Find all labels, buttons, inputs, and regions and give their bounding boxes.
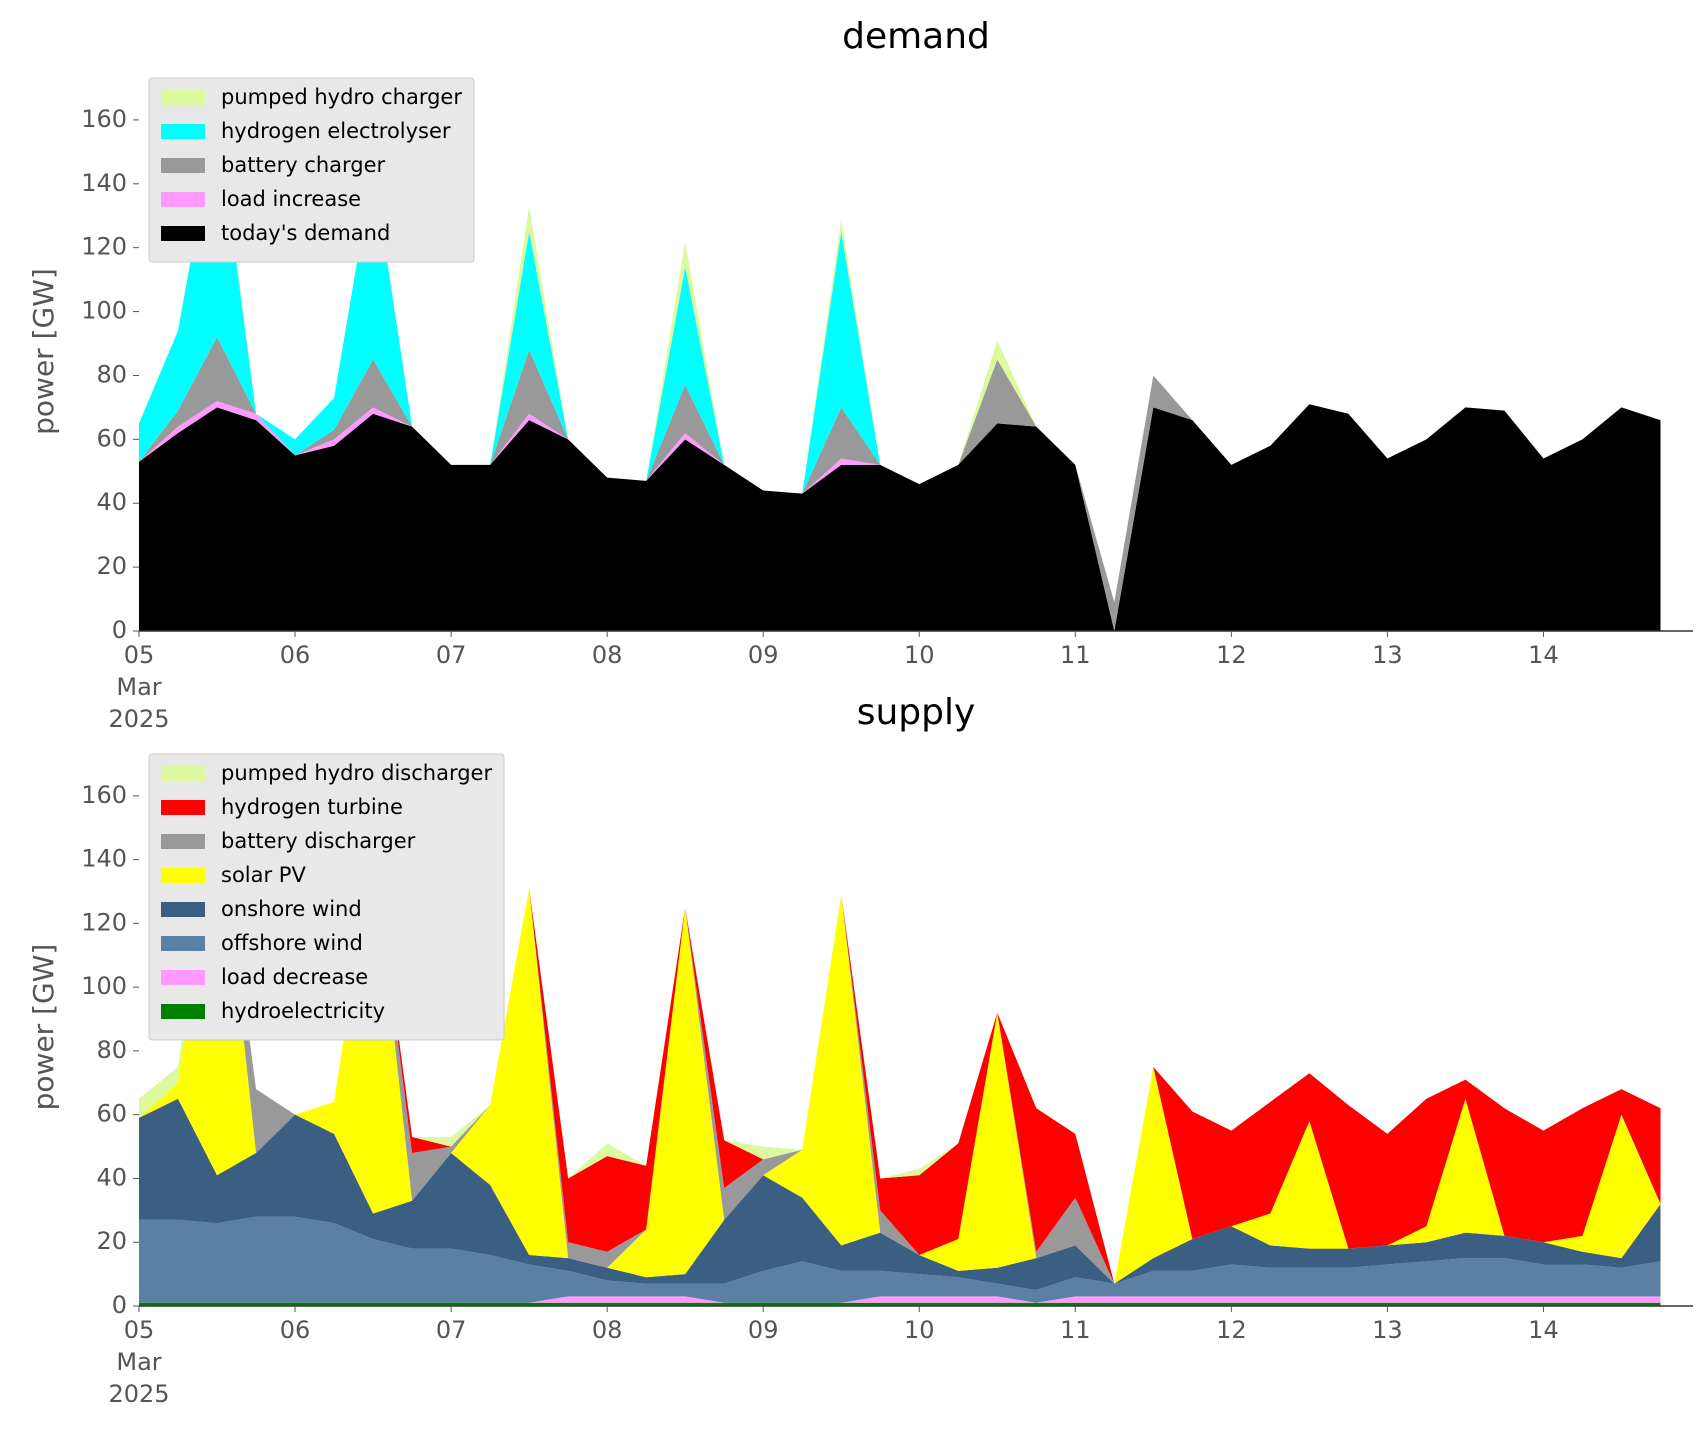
area [139,404,1661,631]
x-tick-label: 05 [124,641,155,669]
legend-label: onshore wind [221,897,362,921]
legend-swatch [161,158,205,173]
x-tick-label: 14 [1528,641,1559,669]
legend-swatch [161,902,205,917]
y-tick-label: 140 [81,169,127,197]
x-tick-label: 05 [124,1316,155,1344]
x-offset-label: 2025 [108,705,169,733]
legend-swatch [161,766,205,781]
y-tick-label: 20 [96,552,127,580]
chart-title: supply [857,692,976,733]
x-tick-label: 07 [436,1316,467,1344]
x-offset-label: Mar [116,673,161,701]
y-tick-label: 40 [96,1163,127,1191]
y-tick-label: 140 [81,845,127,873]
x-tick-label: 11 [1060,641,1091,669]
legend-swatch [161,834,205,849]
x-tick-label: 09 [748,641,779,669]
x-tick-label: 08 [592,1316,623,1344]
legend-label: load decrease [221,965,368,989]
x-tick-label: 09 [748,1316,779,1344]
chart-title: demand [842,16,990,57]
x-tick-label: 07 [436,641,467,669]
legend-swatch [161,1004,205,1019]
x-tick-label: 10 [904,641,935,669]
x-tick-label: 06 [280,1316,311,1344]
y-tick-label: 60 [96,424,127,452]
x-tick-label: 12 [1216,641,1247,669]
y-tick-label: 80 [96,1036,127,1064]
legend-swatch [161,970,205,985]
legend: pumped hydro discharger hydrogen turbine b… [148,753,505,1041]
y-tick-label: 160 [81,105,127,133]
x-tick-label: 12 [1216,1316,1247,1344]
legend-swatch [161,90,205,105]
y-axis-label: power [GW] [27,268,60,435]
y-tick-label: 20 [96,1227,127,1255]
legend-swatch [161,226,205,241]
area [139,792,1661,1284]
y-axis-label: power [GW] [27,944,60,1111]
legend-label: offshore wind [221,931,363,955]
y-tick-label: 60 [96,1100,127,1128]
legend-box [148,77,475,263]
y-tick-label: 160 [81,781,127,809]
x-tick-label: 10 [904,1316,935,1344]
legend-swatch [161,800,205,815]
x-tick-label: 06 [280,641,311,669]
y-tick-label: 100 [81,972,127,1000]
legend-label: solar PV [221,863,306,887]
legend-swatch [161,192,205,207]
y-tick-label: 80 [96,360,127,388]
y-tick-label: 0 [112,616,127,644]
y-tick-label: 120 [81,908,127,936]
x-offset-label: Mar [116,1348,161,1376]
x-tick-label: 13 [1372,1316,1403,1344]
x-offset-label: 2025 [108,1380,169,1408]
legend-swatch [161,124,205,139]
area [139,1296,1661,1303]
legend-label: battery discharger [221,829,416,853]
legend-label: hydrogen electrolyser [221,119,451,143]
legend-label: pumped hydro charger [221,85,462,109]
legend-label: hydrogen turbine [221,795,403,819]
y-tick-label: 100 [81,297,127,325]
legend-swatch [161,868,205,883]
legend: pumped hydro charger hydrogen electrolyse… [148,77,475,263]
legend-box [148,753,505,1041]
x-tick-label: 11 [1060,1316,1091,1344]
legend-label: hydroelectricity [221,999,385,1023]
x-tick-label: 13 [1372,641,1403,669]
legend-swatch [161,936,205,951]
area [139,1302,1661,1306]
legend-label: load increase [221,187,361,211]
y-tick-label: 40 [96,488,127,516]
area [139,1216,1661,1303]
x-tick-label: 14 [1528,1316,1559,1344]
legend-label: battery charger [221,153,386,177]
legend-label: today's demand [221,221,390,245]
x-tick-label: 08 [592,641,623,669]
area [139,792,1661,1284]
area [139,337,1661,631]
y-tick-label: 0 [112,1291,127,1319]
area [139,1098,1661,1291]
y-tick-label: 120 [81,233,127,261]
legend-label: pumped hydro discharger [221,761,492,785]
